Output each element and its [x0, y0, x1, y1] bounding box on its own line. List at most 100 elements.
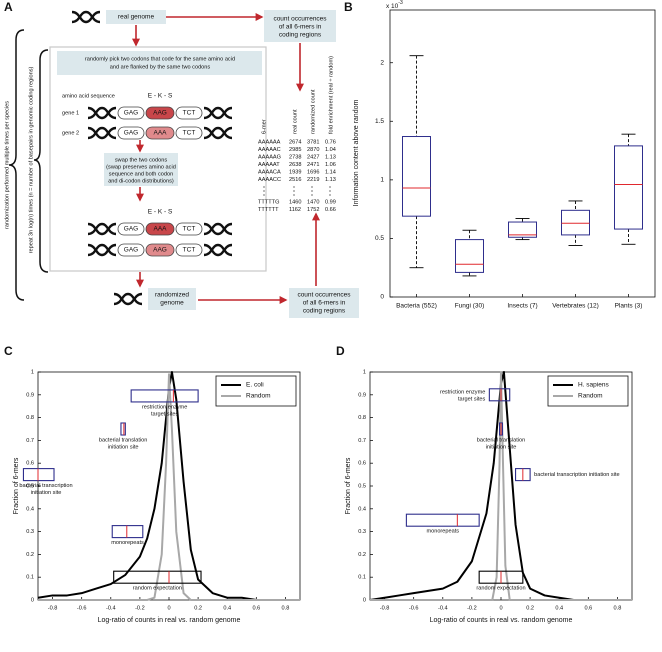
table-cell: AAAACC: [258, 177, 281, 183]
annotation-label: target sites: [151, 411, 179, 417]
table-cell: 1470: [307, 199, 319, 205]
annotation-label: bacterial transcription initiation site: [534, 472, 620, 478]
table-cell: AAAACA: [258, 169, 281, 175]
ellipsis: [263, 186, 331, 196]
dna-icon: [87, 126, 117, 140]
table-header: real count: [292, 109, 298, 134]
table-cell: AAAAAG: [258, 154, 281, 160]
box: [455, 239, 484, 273]
y-multiplier-base: x 10: [386, 3, 399, 10]
step-box: [264, 10, 336, 42]
table-cell: 1752: [307, 207, 319, 213]
x-tick-label: 0.6: [584, 605, 592, 611]
dna-icon: [87, 222, 117, 236]
x-axis-label: Log-ratio of counts in real vs. random g…: [430, 617, 573, 624]
annotation-box: [120, 422, 126, 436]
y-tick-label: 0.3: [26, 529, 34, 535]
loop-frame: [49, 46, 267, 272]
table-cell: AAAAAC: [258, 147, 281, 153]
loop-label: randomization performed multiple times p…: [4, 101, 10, 229]
table-cell: 1.04: [325, 147, 336, 153]
codon-text: AAA: [153, 226, 167, 233]
annotation-box: [130, 389, 199, 403]
x-tick-label: -0.2: [135, 605, 145, 611]
y-tick-label: 0.8: [358, 415, 366, 421]
table-cell: TTTTTT: [258, 207, 279, 213]
table-cell: 1.14: [325, 169, 336, 175]
annotation-label: monorepeats: [111, 540, 144, 546]
codon-text: GAG: [124, 130, 138, 137]
y-multiplier: x 10-3: [386, 0, 403, 9]
y-tick-label: 0.4: [358, 506, 366, 512]
codon-text: TCT: [183, 130, 196, 137]
dna-icon: [87, 126, 117, 140]
outer-brace: [8, 29, 25, 301]
table-header: randomized count: [310, 89, 316, 134]
x-tick-label: -0.2: [467, 605, 477, 611]
x-tick-label: Vertebrates (12): [552, 303, 599, 310]
dna-icon: [203, 243, 233, 257]
plot-frame: [389, 9, 656, 298]
aa-sequence: E - K - S: [148, 209, 173, 216]
x-tick-label: -0.8: [380, 605, 390, 611]
table-header: fold enrichment (real ÷ random): [328, 56, 334, 134]
dna-icon: [203, 106, 233, 120]
dna-icon: [113, 292, 143, 306]
series-line: [37, 371, 300, 601]
step-text: swap the two codons: [115, 157, 167, 163]
loop-label: repeat 3n log(n) times (n = number of ba…: [28, 67, 34, 254]
x-tick-label: 0.6: [252, 605, 260, 611]
table-cell: 2427: [307, 154, 319, 160]
dna-icon: [87, 243, 117, 257]
legend-label: Random: [578, 393, 603, 400]
table-cell: 3781: [307, 139, 319, 145]
step-box: [106, 10, 166, 24]
annotation-box: [405, 513, 480, 527]
step-text: of all 6-mers in: [279, 24, 322, 31]
codon-text: GAG: [124, 226, 138, 233]
table-cell: 0.99: [325, 199, 336, 205]
codon: [117, 126, 145, 140]
dna-icon: [87, 222, 117, 236]
y-tick-label: 0.6: [358, 461, 366, 467]
y-axis-label: Fraction of 6-mers: [13, 457, 20, 514]
codon: [117, 222, 145, 236]
y-tick-label: 0.2: [358, 552, 366, 558]
table-cell: AAAAAT: [258, 162, 280, 168]
x-tick-label: -0.8: [48, 605, 58, 611]
y-tick-label: 0.3: [358, 529, 366, 535]
step-box: [289, 288, 359, 318]
aa-sequence: E - K - S: [148, 93, 173, 100]
table-cell: 1.06: [325, 162, 336, 168]
dna-icon: [203, 243, 233, 257]
dna-icon: [71, 10, 101, 24]
table-cell: TTTTTG: [258, 199, 279, 205]
box: [614, 145, 643, 230]
box: [402, 136, 431, 217]
annotation-label: initiation site: [486, 444, 517, 450]
panel-label: D: [336, 344, 345, 358]
x-axis-label: Log-ratio of counts in real vs. random g…: [98, 617, 241, 624]
annotation-label: monorepeats: [426, 529, 459, 535]
dna-icon: [113, 292, 143, 306]
x-tick-label: 0.4: [555, 605, 563, 611]
codon: [117, 243, 145, 257]
annotation-label: initiation site: [108, 444, 139, 450]
table-cell: 1.13: [325, 154, 336, 160]
x-tick-label: Bacteria (552): [396, 303, 437, 310]
table-cell: 0.66: [325, 207, 336, 213]
table-cell: 2738: [289, 154, 301, 160]
y-tick-label: 0.6: [26, 461, 34, 467]
table-cell: 2985: [289, 147, 301, 153]
y-tick-label: 0.1: [358, 575, 366, 581]
dna-icon: [203, 222, 233, 236]
step-text: coding regions: [279, 32, 322, 39]
box: [561, 209, 590, 236]
dna-icon: [203, 222, 233, 236]
series-line: [38, 373, 300, 601]
codon-text: TCT: [183, 226, 196, 233]
annotation-label: target sites: [458, 396, 486, 402]
y-tick-label: 1: [363, 369, 366, 375]
table-cell: 1460: [289, 199, 301, 205]
step-box: [104, 153, 178, 186]
